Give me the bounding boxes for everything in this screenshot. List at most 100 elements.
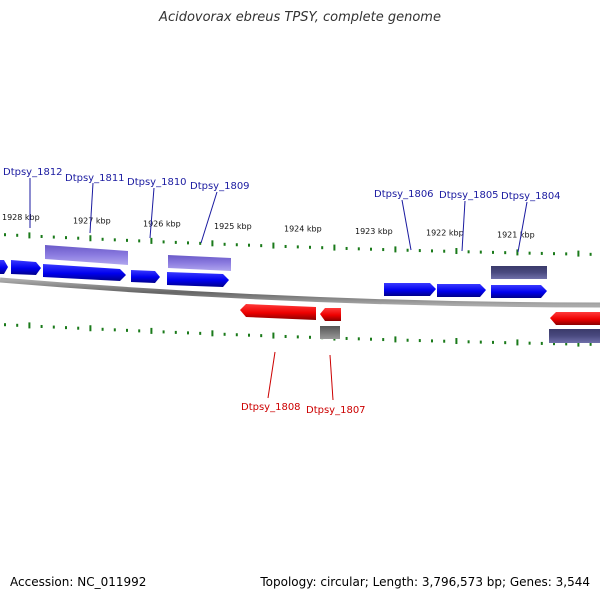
reverse-gene-arrow[interactable] (550, 312, 600, 325)
forward-gene-arrow[interactable] (11, 260, 41, 275)
minor-tick (467, 250, 470, 254)
minor-tick (40, 324, 43, 328)
minor-tick (101, 327, 104, 331)
minor-tick (199, 241, 202, 245)
forward-gene-arrow[interactable] (0, 260, 8, 274)
minor-tick (65, 326, 67, 330)
feature-bar[interactable] (168, 255, 231, 271)
reverse-gene-arrow[interactable] (240, 304, 316, 320)
minor-tick (199, 331, 202, 335)
gene-label-dtpsy-1805[interactable]: Dtpsy_1805 (439, 190, 499, 201)
minor-tick (431, 339, 433, 343)
minor-tick (321, 246, 324, 250)
minor-tick (345, 336, 348, 340)
minor-tick (187, 331, 189, 335)
reverse-genes (240, 304, 600, 325)
forward-gene-labels: Dtpsy_1812 Dtpsy_1811 Dtpsy_1810 Dtpsy_1… (3, 167, 561, 253)
minor-tick (431, 249, 433, 253)
kbp-label: 1922 kbp (426, 229, 464, 238)
gene-label-dtpsy-1812[interactable]: Dtpsy_1812 (3, 167, 63, 178)
forward-gene-arrow[interactable] (491, 285, 547, 298)
major-tick (28, 322, 31, 329)
forward-gene-arrow[interactable] (167, 272, 229, 287)
minor-tick (345, 246, 348, 250)
major-tick (516, 339, 519, 346)
minor-tick (113, 238, 116, 242)
genome-summary-text: Topology: circular; Length: 3,796,573 bp… (260, 575, 590, 589)
gene-label-dtpsy-1810[interactable]: Dtpsy_1810 (127, 177, 187, 188)
minor-tick (248, 243, 250, 247)
gene-label-dtpsy-1811[interactable]: Dtpsy_1811 (65, 173, 125, 184)
minor-tick (235, 333, 238, 337)
minor-tick (528, 251, 531, 255)
kbp-label: 1927 kbp (73, 216, 111, 225)
minor-tick (370, 337, 372, 341)
feature-bar[interactable] (320, 326, 340, 339)
feature-bar[interactable] (549, 329, 600, 343)
minor-tick (16, 323, 19, 327)
minor-tick (77, 326, 80, 330)
major-tick (516, 249, 519, 256)
minor-tick (553, 342, 555, 346)
scale-labels: 1928 kbp 1927 kbp 1926 kbp 1925 kbp 1924 kbp… (2, 213, 535, 239)
gene-label-dtpsy-1807[interactable]: Dtpsy_1807 (306, 405, 366, 416)
forward-gene-arrow[interactable] (43, 264, 126, 281)
minor-tick (553, 252, 555, 256)
minor-tick (223, 332, 226, 336)
minor-tick (382, 338, 385, 342)
minor-tick (443, 249, 446, 253)
minor-tick (174, 330, 177, 334)
minor-tick (504, 341, 507, 345)
major-tick (455, 338, 458, 345)
minor-tick (65, 236, 67, 240)
kbp-label: 1926 kbp (143, 219, 181, 228)
major-tick (150, 327, 153, 334)
minor-tick (284, 244, 287, 248)
major-tick (211, 240, 214, 247)
gene-label-dtpsy-1809[interactable]: Dtpsy_1809 (190, 181, 250, 192)
genome-title: Acidovorax ebreus TPSY, complete genome (159, 10, 441, 25)
minor-tick (126, 328, 128, 332)
minor-tick (406, 338, 409, 342)
minor-tick (479, 340, 482, 344)
major-tick (272, 242, 275, 249)
major-tick (394, 246, 397, 253)
label-leader (267, 351, 276, 399)
label-leader (461, 200, 466, 252)
minor-tick (126, 238, 128, 242)
minor-tick (223, 242, 226, 246)
minor-tick (296, 245, 299, 249)
forward-genes (0, 260, 547, 298)
label-leader (200, 191, 218, 244)
label-leader (401, 199, 412, 251)
minor-tick (406, 248, 409, 252)
forward-features (45, 245, 547, 279)
major-tick (211, 330, 214, 337)
minor-tick (101, 237, 104, 241)
major-tick (150, 237, 153, 244)
gene-label-dtpsy-1808[interactable]: Dtpsy_1808 (241, 402, 301, 413)
major-tick (455, 248, 458, 255)
scale-ticks (4, 232, 592, 347)
minor-tick (418, 249, 421, 253)
minor-tick (162, 240, 165, 244)
feature-bar[interactable] (45, 245, 128, 265)
major-tick (28, 232, 31, 239)
kbp-label: 1921 kbp (497, 230, 535, 239)
forward-gene-arrow[interactable] (437, 284, 486, 297)
reverse-gene-arrow[interactable] (320, 308, 341, 321)
kbp-label: 1924 kbp (284, 225, 322, 234)
label-leader (89, 182, 94, 234)
forward-gene-arrow[interactable] (384, 283, 436, 296)
gene-label-dtpsy-1804[interactable]: Dtpsy_1804 (501, 191, 561, 202)
forward-gene-arrow[interactable] (131, 270, 160, 283)
minor-tick (138, 329, 141, 333)
gene-label-dtpsy-1806[interactable]: Dtpsy_1806 (374, 189, 434, 200)
label-leader (149, 187, 155, 239)
minor-tick (260, 244, 263, 248)
kbp-label: 1928 kbp (2, 213, 40, 222)
feature-bar[interactable] (491, 266, 547, 279)
minor-tick (357, 337, 360, 341)
minor-tick (589, 342, 592, 346)
